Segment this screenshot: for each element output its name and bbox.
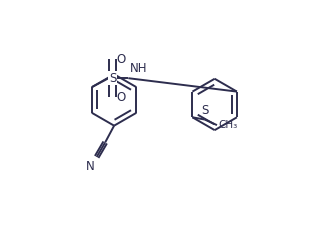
Text: NH: NH [129,62,147,75]
Text: N: N [86,160,94,173]
Text: O: O [117,53,126,66]
Text: O: O [117,91,126,104]
Text: S: S [109,72,116,85]
Text: S: S [201,104,209,117]
Text: CH₃: CH₃ [218,120,237,130]
